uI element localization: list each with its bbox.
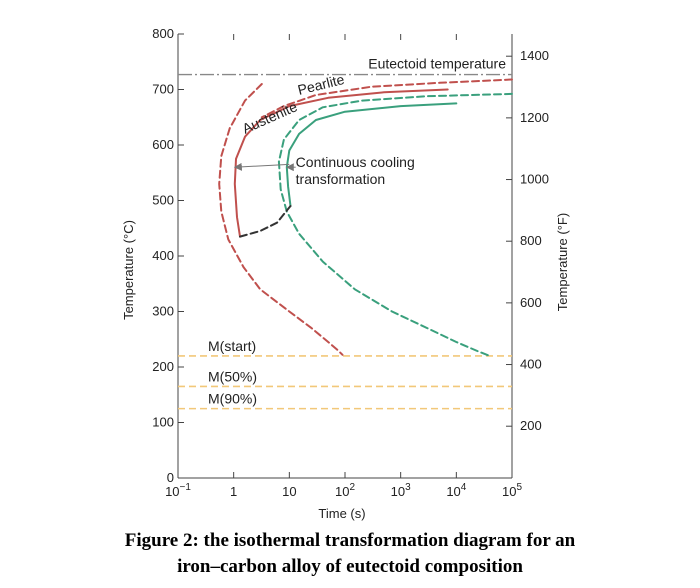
x-tick-label-exponent: 5 [516, 482, 522, 493]
ticks-layer: 10−1 1 10 102 103 104 105010020030040050060070… [152, 26, 549, 499]
figure-caption-line-1: Figure 2: the isothermal transformation … [124, 530, 576, 551]
x-tick-label-base: 10 [165, 484, 179, 499]
y-tick-label: 500 [152, 193, 174, 208]
martensite-label: M(90%) [208, 391, 257, 407]
y2-tick-label: 400 [520, 357, 542, 372]
curve-annotation: transformation [296, 171, 385, 187]
plot-frame-layer [177, 34, 513, 479]
y-tick-label: 800 [152, 26, 174, 41]
annotations-layer: Eutectoid temperature M(start) M(50%) M(90%… [208, 56, 506, 407]
y2-tick-label: 200 [520, 418, 542, 433]
y-tick-label: 0 [167, 470, 174, 485]
x-tick-label-base: 10 [502, 484, 516, 499]
x-tick-label: 10−1 [165, 482, 191, 499]
x-tick-label-exponent: 2 [349, 482, 355, 493]
transformation-curve-5 [277, 92, 513, 357]
y-tick-label: 600 [152, 137, 174, 152]
x-axis-title: Time (s) [318, 506, 365, 521]
x-tick-label: 104 [446, 482, 466, 499]
y2-tick-label: 600 [520, 295, 542, 310]
transformation-curve-3 [260, 78, 513, 119]
martensite-label: M(start) [208, 338, 256, 354]
x-tick-label-base: 10 [446, 484, 460, 499]
transformation-curve-1 [218, 83, 344, 356]
y-tick-label: 200 [152, 359, 174, 374]
y-tick-label: 700 [152, 82, 174, 97]
leader-arrow [233, 162, 290, 171]
figure-caption-line-2: iron–carbon alloy of eutectoid compositi… [177, 556, 523, 577]
x-tick-label: 1 [230, 484, 237, 499]
y-tick-label: 100 [152, 415, 174, 430]
x-tick-label-base: 10 [335, 484, 349, 499]
transformation-curve-2 [233, 88, 449, 238]
x-tick-label: 103 [391, 482, 411, 499]
eutectoid-temperature-label: Eutectoid temperature [368, 56, 506, 72]
x-tick-label-base: 1 [230, 484, 237, 499]
martensite-lines-layer [178, 355, 512, 410]
curve-annotation: Continuous cooling [296, 154, 415, 170]
y2-tick-label: 1400 [520, 48, 549, 63]
y2-tick-label: 1200 [520, 110, 549, 125]
y-tick-label: 300 [152, 304, 174, 319]
x-tick-label-exponent: −1 [180, 482, 192, 493]
x-tick-label: 102 [335, 482, 355, 499]
x-tick-label-base: 10 [282, 484, 296, 499]
x-tick-label-exponent: 3 [405, 482, 411, 493]
x-tick-label: 10 [282, 484, 296, 499]
x-tick-label-base: 10 [391, 484, 405, 499]
x-tick-label-exponent: 4 [461, 482, 467, 493]
martensite-label: M(50%) [208, 368, 257, 384]
y-axis-title: Temperature (°C) [121, 220, 136, 320]
x-tick-label: 105 [502, 482, 522, 499]
y-tick-label: 400 [152, 248, 174, 263]
y2-tick-label: 1000 [520, 172, 549, 187]
transformation-curve-6 [239, 205, 292, 238]
y2-axis-title: Temperature (°F) [555, 213, 570, 311]
transformation-curve-4 [285, 102, 458, 207]
y2-tick-label: 800 [520, 233, 542, 248]
curves-layer [218, 78, 513, 357]
